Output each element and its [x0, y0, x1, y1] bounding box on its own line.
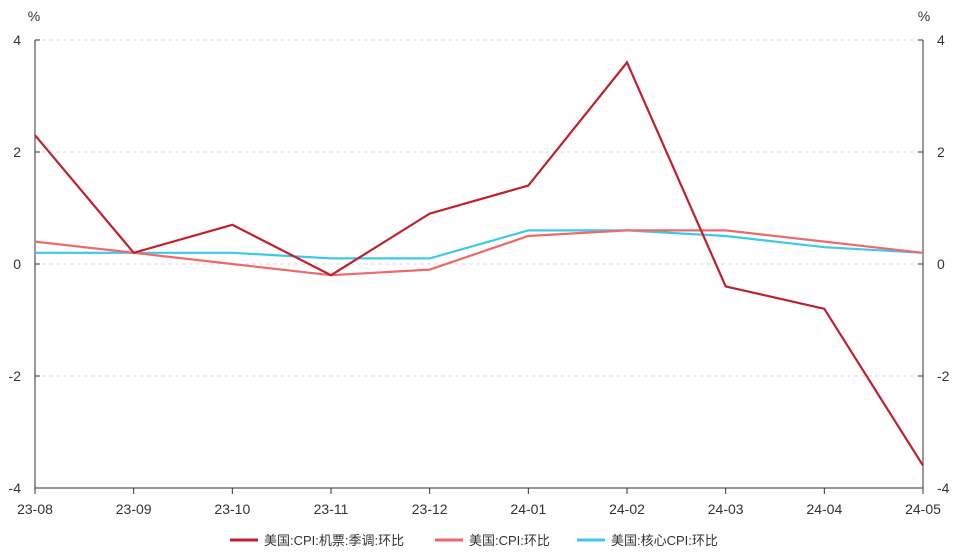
x-tick-label: 24-04 [806, 501, 842, 517]
y-tick-label-left: 2 [13, 144, 21, 160]
y-tick-label-right: 2 [937, 144, 945, 160]
x-tick-label: 23-09 [116, 501, 152, 517]
legend-label-2: 美国:核心CPI:环比 [611, 533, 718, 548]
y-tick-label-right: -4 [937, 480, 950, 496]
series-line-2 [35, 229, 924, 260]
series-line-0 [34, 60, 924, 467]
y-tick-label-right: -2 [937, 368, 950, 384]
x-tick-label: 23-11 [314, 501, 349, 517]
y-tick-label-left: 4 [13, 32, 21, 48]
axes: -4 -4 -2 -2 0 0 2 2 4 4% % 23-08 23-09 23-10 23-11 23-1… [9, 8, 950, 517]
legend-label-0: 美国:CPI:机票:季调:环比 [264, 533, 404, 548]
x-tick-label: 24-05 [905, 501, 941, 517]
y-unit-left: % [28, 8, 40, 24]
x-tick-label: 23-12 [412, 501, 448, 517]
legend-label-1: 美国:CPI:环比 [469, 533, 550, 548]
y-tick-label-left: -2 [9, 368, 22, 384]
y-tick-label-left: -4 [9, 480, 22, 496]
y-tick-label-right: 4 [937, 32, 945, 48]
y-unit-right: % [918, 8, 930, 24]
x-tick-label: 24-01 [510, 501, 546, 517]
x-tick-label: 24-03 [708, 501, 744, 517]
y-tick-label-left: 0 [13, 256, 21, 272]
grid-lines [35, 39, 923, 377]
x-tick-label: 24-02 [609, 501, 645, 517]
x-tick-label: 23-10 [214, 501, 250, 517]
x-tick-label: 23-08 [17, 501, 53, 517]
y-tick-label-right: 0 [937, 256, 945, 272]
legend: 美国:CPI:机票:季调:环比 美国:CPI:环比 美国:核心CPI:环比 [230, 533, 718, 548]
series-lines [34, 60, 924, 467]
series-line-1 [34, 229, 924, 277]
